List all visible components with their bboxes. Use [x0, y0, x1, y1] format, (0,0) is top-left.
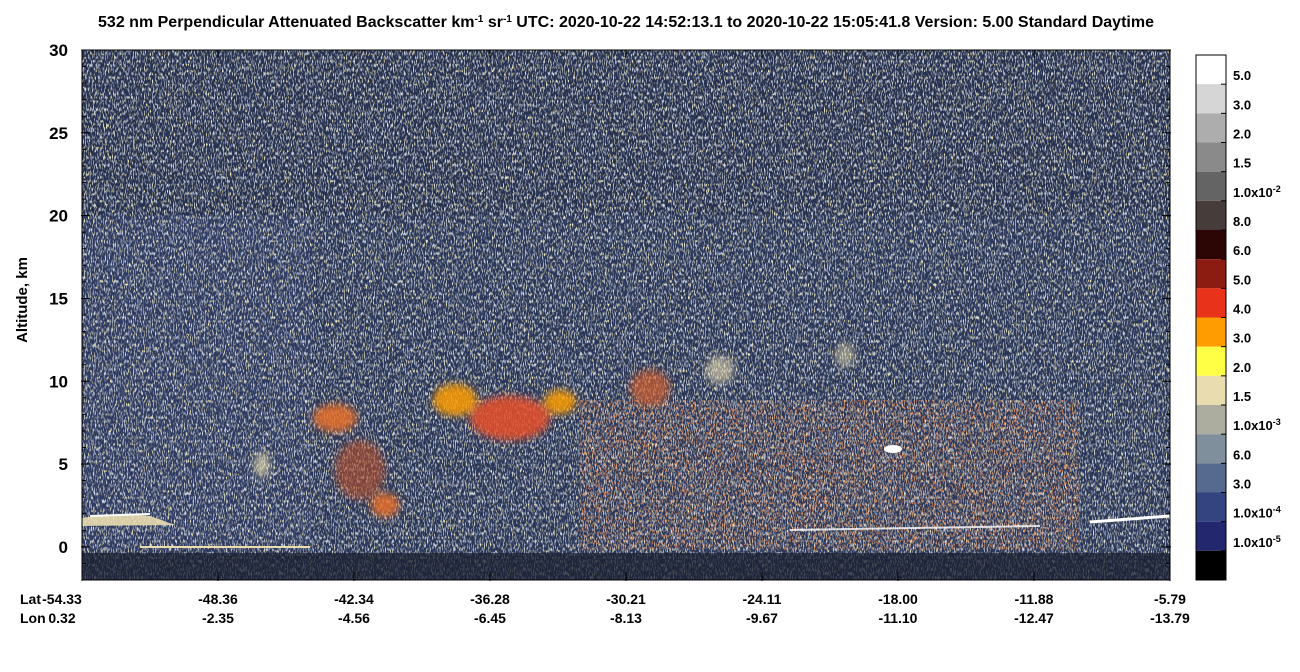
colorbar-label-text: 1.0x10	[1233, 185, 1273, 200]
colorbar-label: 5.0	[1233, 68, 1251, 83]
y-tick-label: 20	[49, 207, 68, 226]
colorbar-label: 6.0	[1233, 243, 1251, 258]
colorbar-label-text: 2.0	[1233, 127, 1251, 142]
lon-label: -9.67	[746, 610, 778, 626]
colorbar-swatch	[1196, 463, 1226, 493]
title-text: UTC: 2020-10-22 14:52:13.1 to 2020-10-22…	[512, 14, 1154, 31]
lat-label: -18.00	[878, 591, 918, 607]
colorbar-swatch	[1196, 113, 1226, 143]
colorbar-label-text: 2.0	[1233, 360, 1251, 375]
lat-label: -24.11	[743, 591, 782, 607]
chart-title: 532 nm Perpendicular Attenuated Backscat…	[98, 14, 1154, 32]
colorbar-swatch	[1196, 317, 1226, 347]
colorbar-label-text: 1.0x10	[1233, 418, 1273, 433]
colorbar-label: 5.0	[1233, 272, 1251, 287]
lon-label: -8.13	[610, 610, 642, 626]
lon-label: -11.10	[879, 610, 918, 626]
colorbar-swatch	[1196, 405, 1226, 435]
lat-label: -11.88	[1015, 591, 1054, 607]
lat-label: -42.34	[334, 591, 374, 607]
lat-label: -36.28	[470, 591, 510, 607]
colorbar-swatch	[1196, 434, 1226, 464]
title-text: 532 nm Perpendicular Attenuated Backscat…	[98, 14, 474, 31]
colorbar-label: 1.5	[1233, 389, 1251, 404]
colorbar-swatch	[1196, 550, 1226, 580]
colorbar-label: 6.0	[1233, 447, 1251, 462]
colorbar-label-text: 1.5	[1233, 156, 1251, 171]
colorbar-swatch	[1196, 259, 1226, 289]
lat-row-label: Lat	[20, 591, 41, 607]
colorbar-label-text: 8.0	[1233, 214, 1251, 229]
lat-label: -54.33	[42, 591, 82, 607]
colorbar-label: 1.0x10-4	[1233, 505, 1281, 521]
colorbar-swatch	[1196, 492, 1226, 522]
colorbar-label-text: 3.0	[1233, 331, 1251, 346]
colorbar-label: 4.0	[1233, 302, 1251, 317]
lon-label: -4.56	[338, 610, 370, 626]
colorbar-swatch	[1196, 55, 1226, 85]
colorbar-label-exponent: -2	[1273, 184, 1281, 194]
title-superscript: -1	[474, 14, 483, 25]
colorbar-swatch	[1196, 230, 1226, 260]
y-tick-label: 25	[49, 124, 68, 143]
colorbar-label-text: 1.0x10	[1233, 535, 1273, 550]
colorbar-swatch	[1196, 346, 1226, 376]
colorbar-label: 8.0	[1233, 214, 1251, 229]
y-tick-label: 30	[49, 41, 68, 60]
colorbar-swatch	[1196, 171, 1226, 201]
colorbar-label-text: 3.0	[1233, 97, 1251, 112]
colorbar-label-text: 5.0	[1233, 68, 1251, 83]
colorbar-swatch	[1196, 142, 1226, 172]
lat-label: -5.79	[1154, 591, 1186, 607]
colorbar-label-text: 6.0	[1233, 447, 1251, 462]
colorbar-label-text: 4.0	[1233, 302, 1251, 317]
colorbar-label: 1.0x10-5	[1233, 534, 1281, 550]
lon-label: -6.45	[474, 610, 506, 626]
lon-label: -13.79	[1150, 610, 1190, 626]
title-superscript: -1	[503, 14, 512, 25]
colorbar-swatch	[1196, 375, 1226, 405]
colorbar-label-text: 6.0	[1233, 243, 1251, 258]
colorbar-swatch	[1196, 200, 1226, 230]
colorbar-label-exponent: -3	[1273, 417, 1281, 427]
y-tick-label: 0	[59, 538, 68, 557]
colorbar-label: 3.0	[1233, 477, 1251, 492]
lon-label: -12.47	[1014, 610, 1054, 626]
colorbar-swatch	[1196, 84, 1226, 114]
lon-label: -2.35	[202, 610, 234, 626]
backscatter-image	[82, 50, 1170, 580]
y-tick-label: 15	[49, 289, 68, 308]
colorbar-label: 2.0	[1233, 127, 1251, 142]
colorbar-label-text: 5.0	[1233, 272, 1251, 287]
colorbar-label-text: 1.5	[1233, 389, 1251, 404]
colorbar-label: 3.0	[1233, 97, 1251, 112]
colorbar-label: 1.5	[1233, 156, 1251, 171]
y-tick-label: 10	[49, 372, 68, 391]
colorbar-swatch	[1196, 288, 1226, 318]
colorbar-label: 3.0	[1233, 331, 1251, 346]
title-text: sr	[483, 14, 503, 31]
lat-label: -30.21	[606, 591, 646, 607]
y-axis-label: Altitude, km	[14, 257, 31, 343]
lon-label: 0.32	[48, 610, 75, 626]
colorbar-label-exponent: -4	[1273, 505, 1281, 515]
colorbar-label-exponent: -5	[1273, 534, 1281, 544]
lon-row-label: Lon	[20, 610, 46, 626]
y-tick-label: 5	[59, 455, 68, 474]
colorbar-label-text: 1.0x10	[1233, 506, 1273, 521]
colorbar-label: 1.0x10-2	[1233, 184, 1281, 200]
colorbar-swatch	[1196, 521, 1226, 551]
lat-label: -48.36	[198, 591, 238, 607]
colorbar-label: 2.0	[1233, 360, 1251, 375]
colorbar-label: 1.0x10-3	[1233, 417, 1281, 433]
colorbar-label-text: 3.0	[1233, 477, 1251, 492]
